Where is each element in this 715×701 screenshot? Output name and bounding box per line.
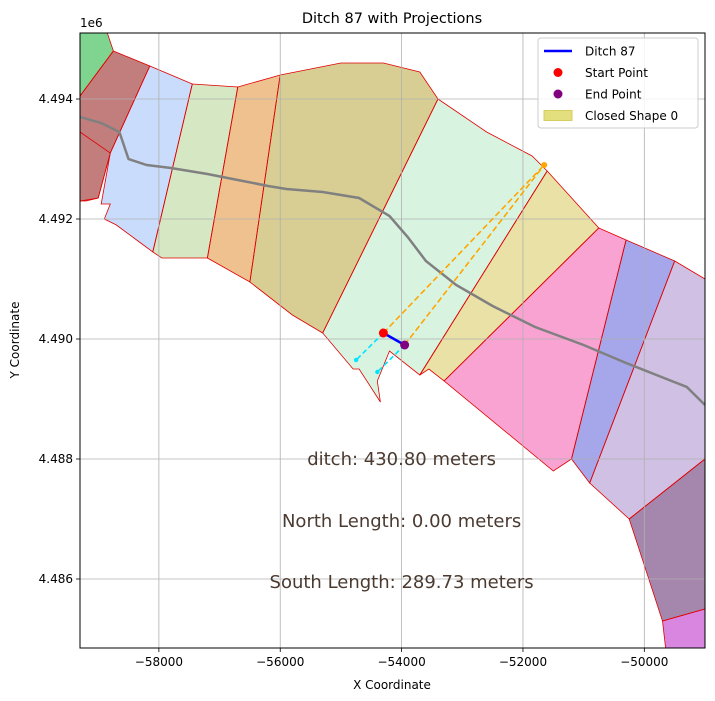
region-edge-3 bbox=[207, 86, 239, 259]
legend-box bbox=[537, 37, 699, 129]
cyan-endpoint-0 bbox=[353, 357, 359, 363]
legend-label-0: Ditch 87 bbox=[585, 45, 636, 59]
lines bbox=[80, 115, 705, 406]
x-tick-label-1: −56000 bbox=[256, 655, 304, 669]
y-tick-label-3: 4.492 bbox=[39, 212, 73, 226]
orange-projection-point bbox=[541, 162, 548, 168]
y-tick-label-1: 4.488 bbox=[39, 452, 73, 466]
annotations: ditch: 430.80 meters North Length: 0.00 m… bbox=[270, 449, 534, 593]
region-edge-1 bbox=[109, 65, 151, 154]
x-tick-label-4: −50000 bbox=[620, 655, 668, 669]
end-point-marker bbox=[400, 340, 410, 350]
x-tick-label-2: −54000 bbox=[377, 655, 425, 669]
cyan-projection-start bbox=[355, 332, 384, 361]
legend-swatch-1 bbox=[553, 68, 563, 77]
y-tick-label-0: 4.486 bbox=[39, 572, 73, 586]
south-projection-line bbox=[403, 164, 545, 346]
region-edge-10 bbox=[628, 458, 705, 520]
north-projection-line bbox=[382, 164, 545, 334]
cyan-endpoint-1 bbox=[375, 369, 380, 375]
region-edge-7 bbox=[443, 227, 600, 382]
annotation-0: ditch: 430.80 meters bbox=[307, 449, 496, 470]
legend-swatch-3 bbox=[543, 110, 573, 121]
region-outline bbox=[80, 131, 111, 202]
ticks: −58000 −56000 −54000 −52000 −50000 4.486 4.488… bbox=[39, 92, 669, 669]
region-edge-5 bbox=[322, 98, 439, 334]
grid bbox=[80, 33, 705, 648]
legend-swatch-2 bbox=[553, 89, 563, 99]
x-axis-label: X Coordinate bbox=[353, 678, 431, 692]
river-line bbox=[80, 115, 705, 406]
start-point-marker bbox=[378, 328, 388, 338]
region-6 bbox=[322, 98, 548, 403]
region-edge-0 bbox=[80, 50, 114, 97]
x-tick-label-3: −52000 bbox=[499, 655, 547, 669]
legend-label-2: End Point bbox=[585, 88, 642, 102]
y-axis-label: Y Coordinate bbox=[8, 302, 22, 380]
region-edge-11 bbox=[662, 608, 705, 622]
cyan-projection-end bbox=[376, 344, 406, 373]
region-edge-8 bbox=[571, 239, 627, 460]
plot-frame bbox=[79, 32, 706, 649]
y-tick-label-2: 4.490 bbox=[39, 332, 73, 346]
y-offset-label: 1e6 bbox=[80, 16, 103, 30]
legend-label-1: Start Point bbox=[585, 66, 648, 80]
region-edge-9 bbox=[589, 260, 676, 484]
legend: Ditch 87 Start Point End Point Closed Shape… bbox=[537, 37, 699, 129]
y-tick-label-4: 4.494 bbox=[39, 92, 73, 106]
x-tick-label-0: −58000 bbox=[135, 655, 183, 669]
annotation-1: North Length: 0.00 meters bbox=[282, 511, 521, 532]
region-edge-4 bbox=[249, 74, 281, 283]
annotation-2: South Length: 289.73 meters bbox=[270, 572, 534, 593]
chart-title: Ditch 87 with Projections bbox=[302, 11, 482, 27]
region-edge-6 bbox=[419, 170, 548, 376]
legend-label-3: Closed Shape 0 bbox=[585, 109, 678, 123]
